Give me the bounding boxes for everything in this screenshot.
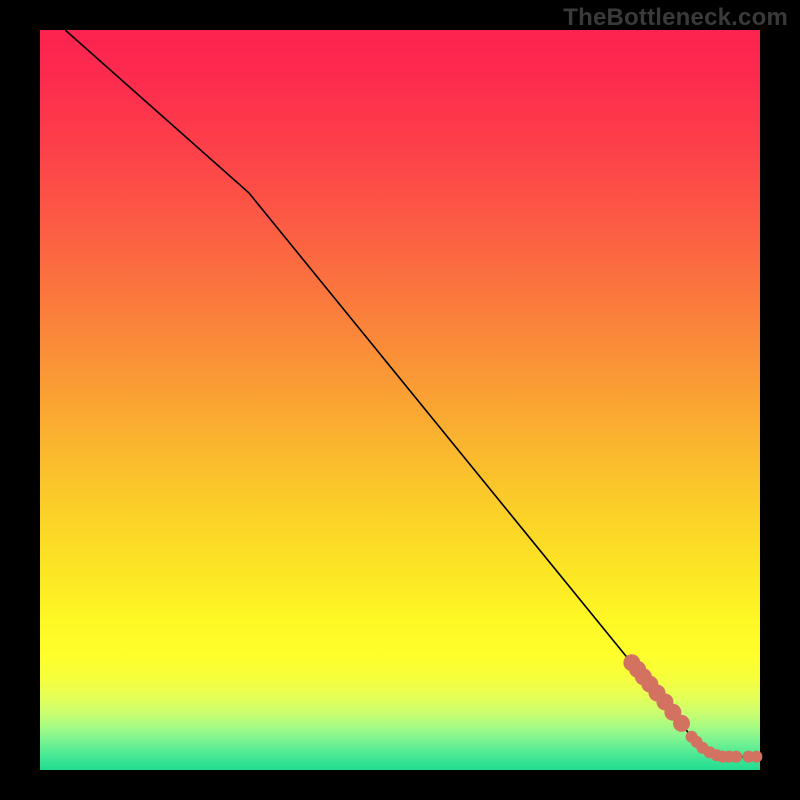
data-marker <box>750 751 762 763</box>
data-marker <box>673 715 690 732</box>
plot-background <box>40 30 760 770</box>
watermark-text: TheBottleneck.com <box>563 4 788 32</box>
chart-svg <box>0 0 800 800</box>
canvas: TheBottleneck.com <box>0 0 800 800</box>
data-marker <box>730 751 742 763</box>
